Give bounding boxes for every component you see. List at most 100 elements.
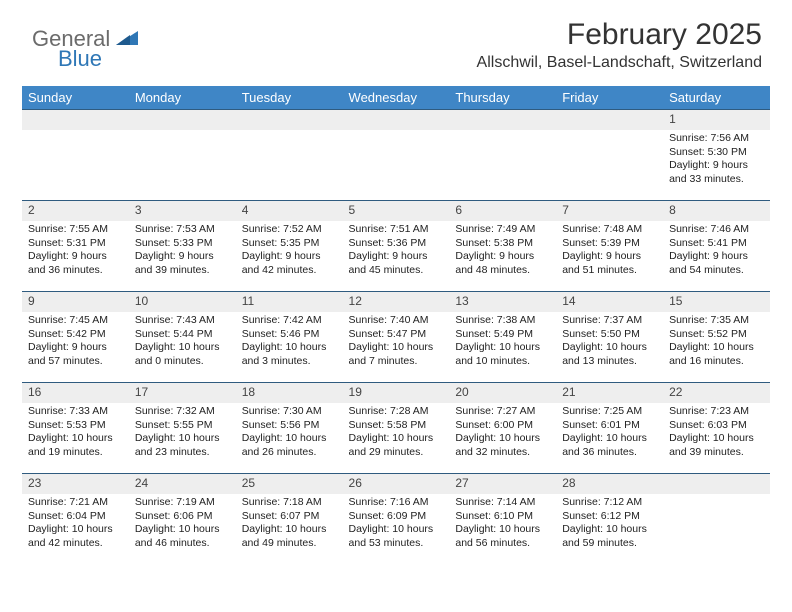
- day-number: [449, 110, 556, 131]
- calendar-page: General Blue February 2025 Allschwil, Ba…: [0, 0, 792, 612]
- day-detail: [129, 130, 236, 201]
- day-detail: Sunrise: 7:21 AMSunset: 6:04 PMDaylight:…: [22, 494, 129, 564]
- sunset-text: Sunset: 5:55 PM: [135, 419, 230, 433]
- day-number: 26: [343, 474, 450, 495]
- sunset-text: Sunset: 5:49 PM: [455, 328, 550, 342]
- day-number: [556, 110, 663, 131]
- sunrise-text: Sunrise: 7:53 AM: [135, 223, 230, 237]
- day-number: 4: [236, 201, 343, 222]
- day-detail: Sunrise: 7:27 AMSunset: 6:00 PMDaylight:…: [449, 403, 556, 474]
- daylight-text-1: Daylight: 10 hours: [135, 523, 230, 537]
- week-detail-row: Sunrise: 7:21 AMSunset: 6:04 PM Daylight:…: [22, 494, 770, 564]
- day-header: Wednesday: [343, 86, 450, 110]
- sunrise-text: Sunrise: 7:40 AM: [349, 314, 444, 328]
- daylight-text-2: and 48 minutes.: [455, 264, 550, 278]
- sunrise-text: Sunrise: 7:21 AM: [28, 496, 123, 510]
- sunset-text: Sunset: 5:41 PM: [669, 237, 764, 251]
- daylight-text-1: Daylight: 10 hours: [135, 341, 230, 355]
- day-detail: Sunrise: 7:55 AMSunset: 5:31 PMDaylight:…: [22, 221, 129, 292]
- day-number: 2: [22, 201, 129, 222]
- daylight-text-2: and 36 minutes.: [28, 264, 123, 278]
- day-detail: Sunrise: 7:12 AMSunset: 6:12 PMDaylight:…: [556, 494, 663, 564]
- day-detail: Sunrise: 7:37 AMSunset: 5:50 PMDaylight:…: [556, 312, 663, 383]
- day-detail: [449, 130, 556, 201]
- sunrise-text: Sunrise: 7:37 AM: [562, 314, 657, 328]
- sunset-text: Sunset: 5:42 PM: [28, 328, 123, 342]
- sunrise-text: Sunrise: 7:30 AM: [242, 405, 337, 419]
- sunrise-text: Sunrise: 7:33 AM: [28, 405, 123, 419]
- day-detail: Sunrise: 7:42 AMSunset: 5:46 PMDaylight:…: [236, 312, 343, 383]
- day-detail: [343, 130, 450, 201]
- week-number-row: 2345678: [22, 201, 770, 222]
- daylight-text-2: and 54 minutes.: [669, 264, 764, 278]
- daylight-text-2: and 33 minutes.: [669, 173, 764, 187]
- day-number: 8: [663, 201, 770, 222]
- sunset-text: Sunset: 6:04 PM: [28, 510, 123, 524]
- day-number: [236, 110, 343, 131]
- day-detail: Sunrise: 7:43 AMSunset: 5:44 PMDaylight:…: [129, 312, 236, 383]
- daylight-text-2: and 39 minutes.: [135, 264, 230, 278]
- daylight-text-2: and 36 minutes.: [562, 446, 657, 460]
- daylight-text-1: Daylight: 10 hours: [28, 432, 123, 446]
- day-detail: Sunrise: 7:30 AMSunset: 5:56 PMDaylight:…: [236, 403, 343, 474]
- day-number: [343, 110, 450, 131]
- sunrise-text: Sunrise: 7:43 AM: [135, 314, 230, 328]
- day-number: [663, 474, 770, 495]
- day-number: 6: [449, 201, 556, 222]
- day-number: 25: [236, 474, 343, 495]
- day-detail: Sunrise: 7:56 AMSunset: 5:30 PMDaylight:…: [663, 130, 770, 201]
- week-number-row: 232425262728: [22, 474, 770, 495]
- sunset-text: Sunset: 6:01 PM: [562, 419, 657, 433]
- day-number: 7: [556, 201, 663, 222]
- sunset-text: Sunset: 5:46 PM: [242, 328, 337, 342]
- daylight-text-1: Daylight: 10 hours: [349, 341, 444, 355]
- sunrise-text: Sunrise: 7:25 AM: [562, 405, 657, 419]
- day-detail: Sunrise: 7:46 AMSunset: 5:41 PMDaylight:…: [663, 221, 770, 292]
- daylight-text-1: Daylight: 10 hours: [562, 341, 657, 355]
- day-detail: Sunrise: 7:25 AMSunset: 6:01 PMDaylight:…: [556, 403, 663, 474]
- daylight-text-2: and 49 minutes.: [242, 537, 337, 551]
- sunset-text: Sunset: 5:38 PM: [455, 237, 550, 251]
- brand-triangle-icon: [116, 29, 138, 50]
- daylight-text-2: and 42 minutes.: [242, 264, 337, 278]
- daylight-text-2: and 7 minutes.: [349, 355, 444, 369]
- sunrise-text: Sunrise: 7:56 AM: [669, 132, 764, 146]
- day-detail: Sunrise: 7:18 AMSunset: 6:07 PMDaylight:…: [236, 494, 343, 564]
- day-number: [22, 110, 129, 131]
- sunrise-text: Sunrise: 7:14 AM: [455, 496, 550, 510]
- sunset-text: Sunset: 5:53 PM: [28, 419, 123, 433]
- sunrise-text: Sunrise: 7:38 AM: [455, 314, 550, 328]
- daylight-text-2: and 16 minutes.: [669, 355, 764, 369]
- sunrise-text: Sunrise: 7:55 AM: [28, 223, 123, 237]
- day-number: 12: [343, 292, 450, 313]
- daylight-text-1: Daylight: 10 hours: [669, 432, 764, 446]
- day-header: Thursday: [449, 86, 556, 110]
- daylight-text-2: and 59 minutes.: [562, 537, 657, 551]
- sunset-text: Sunset: 5:50 PM: [562, 328, 657, 342]
- day-detail: Sunrise: 7:53 AMSunset: 5:33 PMDaylight:…: [129, 221, 236, 292]
- day-number: 11: [236, 292, 343, 313]
- daylight-text-2: and 32 minutes.: [455, 446, 550, 460]
- daylight-text-2: and 10 minutes.: [455, 355, 550, 369]
- day-detail: Sunrise: 7:23 AMSunset: 6:03 PMDaylight:…: [663, 403, 770, 474]
- week-detail-row: Sunrise: 7:45 AMSunset: 5:42 PMDaylight:…: [22, 312, 770, 383]
- day-detail: [556, 130, 663, 201]
- daylight-text-1: Daylight: 9 hours: [669, 250, 764, 264]
- sunset-text: Sunset: 5:52 PM: [669, 328, 764, 342]
- sunrise-text: Sunrise: 7:16 AM: [349, 496, 444, 510]
- brand-part2: Blue: [58, 46, 138, 72]
- daylight-text-2: and 39 minutes.: [669, 446, 764, 460]
- day-header: Tuesday: [236, 86, 343, 110]
- day-detail: [22, 130, 129, 201]
- week-number-row: 16171819202122: [22, 383, 770, 404]
- day-detail: [663, 494, 770, 564]
- day-number: 14: [556, 292, 663, 313]
- sunrise-text: Sunrise: 7:46 AM: [669, 223, 764, 237]
- sunrise-text: Sunrise: 7:27 AM: [455, 405, 550, 419]
- sunrise-text: Sunrise: 7:18 AM: [242, 496, 337, 510]
- calendar-table: Sunday Monday Tuesday Wednesday Thursday…: [22, 86, 770, 564]
- sunset-text: Sunset: 5:31 PM: [28, 237, 123, 251]
- daylight-text-2: and 23 minutes.: [135, 446, 230, 460]
- day-detail: Sunrise: 7:52 AMSunset: 5:35 PMDaylight:…: [236, 221, 343, 292]
- day-detail: Sunrise: 7:38 AMSunset: 5:49 PMDaylight:…: [449, 312, 556, 383]
